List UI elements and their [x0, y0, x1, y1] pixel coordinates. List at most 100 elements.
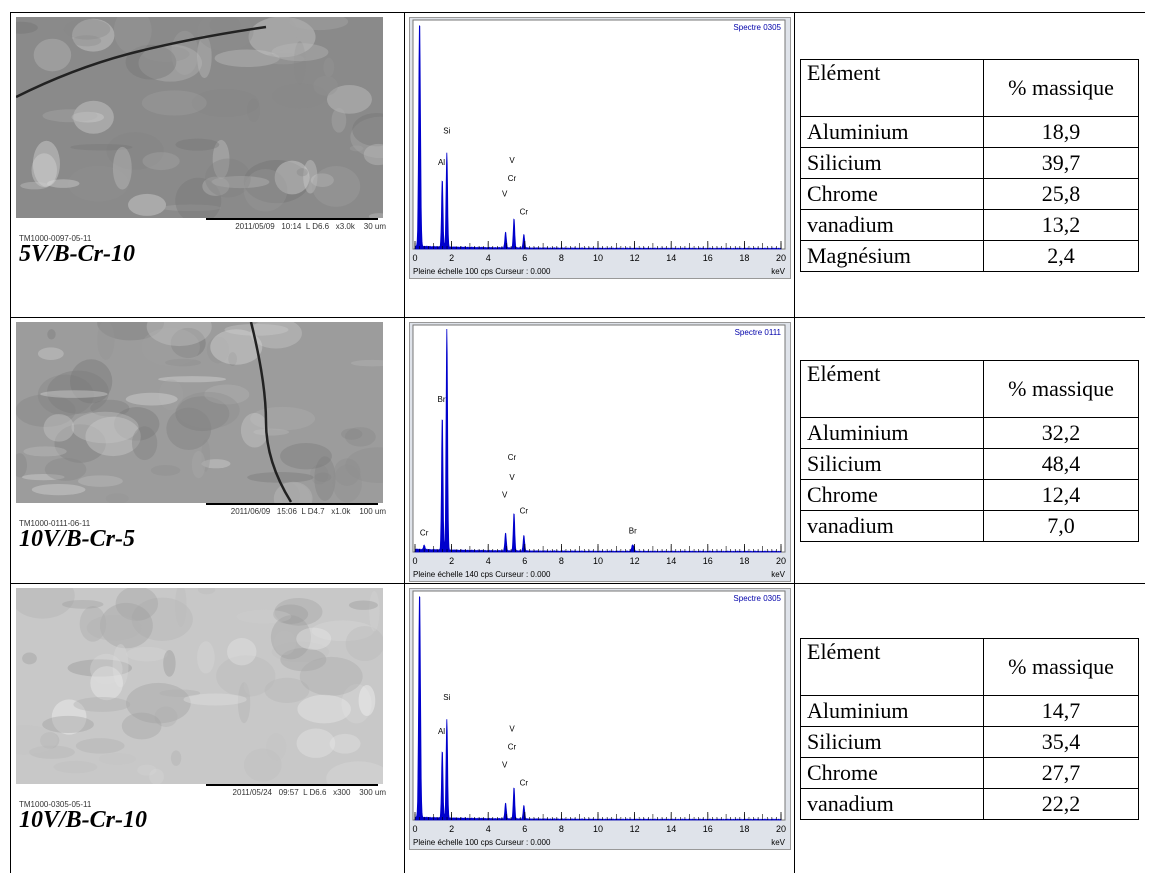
x-tick-label: 2: [449, 824, 454, 834]
peak-label: Cr: [420, 529, 429, 538]
sem-texture: [297, 168, 308, 176]
table-header: Elément% massique: [801, 638, 1139, 695]
x-tick-label: 10: [593, 253, 603, 263]
page: {"rows": [ {"sem": {"id": "TM1000-0097-0…: [0, 0, 1158, 856]
spectrum-name: Spectre 0305: [733, 594, 781, 603]
sem-texture: [76, 738, 125, 753]
sem-texture: [346, 626, 383, 661]
mass-percent: 12,4: [984, 479, 1139, 510]
sem-texture: [272, 43, 329, 61]
sem-texture: [42, 716, 94, 733]
mass-percent: 39,7: [984, 147, 1139, 178]
sem-texture: [151, 465, 180, 476]
x-tick-label: 8: [559, 824, 564, 834]
x-tick-label: 20: [776, 824, 786, 834]
spectrum-cell: SiBrCrVVCrCrBrSpectre 011102468101214161…: [405, 318, 795, 583]
peak-label: Si: [443, 693, 450, 702]
x-tick-label: 16: [703, 556, 713, 566]
table-row: Silicium39,7: [801, 147, 1139, 178]
x-tick-label: 8: [559, 253, 564, 263]
sem-texture: [73, 697, 130, 712]
sem-texture: [227, 638, 256, 665]
x-tick-label: 4: [486, 556, 491, 566]
table-row: vanadium13,2: [801, 209, 1139, 240]
sem-texture: [163, 650, 175, 677]
sem-texture: [241, 413, 269, 448]
sem-texture: [122, 713, 162, 740]
table-row: vanadium22,2: [801, 788, 1139, 819]
spectrum-cell: SiAlVCrVCrSpectre 030502468101214161820P…: [405, 13, 795, 317]
sem-texture: [64, 19, 111, 40]
x-tick-label: 20: [776, 253, 786, 263]
peak-label: Cr: [520, 208, 529, 217]
mass-percent: 2,4: [984, 240, 1139, 271]
x-tick-label: 8: [559, 556, 564, 566]
sem-texture: [106, 493, 129, 503]
element-name: vanadium: [801, 510, 984, 541]
x-tick-label: 0: [412, 556, 417, 566]
mass-percent: 7,0: [984, 510, 1139, 541]
peak-label: Cr: [508, 174, 517, 183]
sem-texture: [247, 98, 260, 122]
sem-texture: [44, 414, 75, 442]
x-tick-label: 14: [666, 253, 676, 263]
sem-texture: [359, 685, 376, 716]
x-tick-label: 0: [412, 253, 417, 263]
sem-texture: [43, 109, 98, 122]
sem-texture: [142, 152, 179, 170]
header-percent: % massique: [984, 59, 1139, 116]
peak-label: Cr: [520, 506, 529, 515]
x-tick-label: 16: [703, 824, 713, 834]
x-tick-label: 14: [666, 824, 676, 834]
mass-percent: 35,4: [984, 726, 1139, 757]
sem-texture: [47, 329, 55, 339]
peak-label: Si: [443, 127, 450, 136]
table-header: Elément% massique: [801, 59, 1139, 116]
sample-label: 10V/B-Cr-5: [19, 526, 135, 553]
mass-percent: 13,2: [984, 209, 1139, 240]
sem-texture: [315, 472, 332, 481]
mass-percent: 32,2: [984, 417, 1139, 448]
sem-texture: [87, 615, 142, 640]
x-tick-label: 10: [593, 556, 603, 566]
x-tick-label: 12: [630, 556, 640, 566]
sem-texture: [296, 628, 331, 650]
sem-texture: [300, 657, 363, 696]
sem-texture: [128, 194, 166, 216]
peak-label: Al: [438, 158, 445, 167]
element-name: Chrome: [801, 178, 984, 209]
x-tick-label: 6: [522, 556, 527, 566]
element-name: Aluminium: [801, 116, 984, 147]
element-name: Chrome: [801, 479, 984, 510]
sem-texture: [312, 166, 360, 207]
element-name: vanadium: [801, 788, 984, 819]
peak-label: Br: [629, 526, 637, 535]
sem-texture: [244, 748, 282, 781]
peak-label: V: [502, 761, 508, 770]
x-tick-label: 12: [630, 824, 640, 834]
table-header: Elément% massique: [801, 360, 1139, 417]
header-element: Elément: [801, 59, 984, 116]
sem-texture: [78, 475, 123, 487]
x-tick-label: 4: [486, 824, 491, 834]
spectrum-name: Spectre 0111: [735, 328, 782, 337]
sem-texture: [90, 654, 123, 685]
element-name: Silicium: [801, 726, 984, 757]
sem-texture: [20, 182, 49, 189]
x-tick-label: 4: [486, 253, 491, 263]
sem-texture: [113, 147, 132, 190]
sem-texture: [47, 179, 79, 188]
peak-label: Cr: [508, 453, 517, 462]
composition-table: Elément% massiqueAluminium18,9Silicium39…: [800, 59, 1139, 272]
sem-texture: [40, 390, 107, 398]
mass-percent: 27,7: [984, 757, 1139, 788]
sem-texture: [62, 600, 104, 609]
